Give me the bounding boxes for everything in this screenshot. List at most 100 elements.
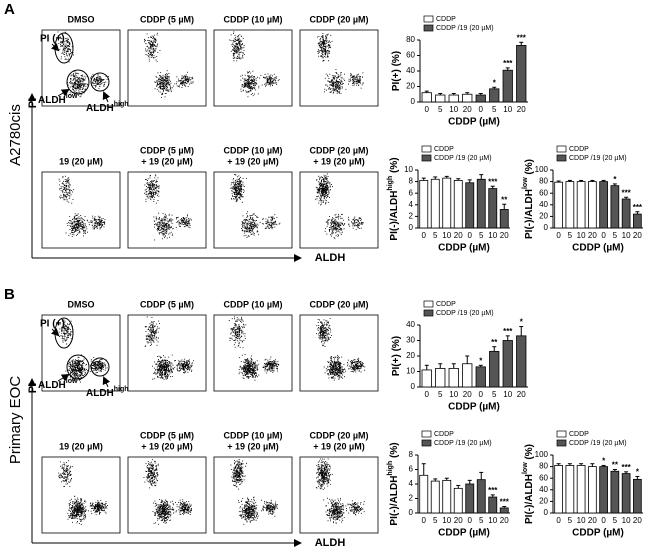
dot (268, 222, 269, 223)
dot (154, 35, 155, 36)
dot (254, 81, 255, 82)
dot (75, 368, 76, 369)
dot (71, 368, 72, 369)
dot (73, 367, 74, 368)
dot (246, 227, 247, 228)
dot (268, 227, 269, 228)
dot (333, 86, 334, 87)
dot (238, 189, 239, 190)
dot (327, 174, 328, 175)
dot (335, 223, 336, 224)
dot (324, 40, 325, 41)
dot (101, 367, 102, 368)
dot (81, 75, 82, 76)
dot (67, 225, 68, 226)
dot (70, 49, 71, 50)
dot (236, 198, 237, 199)
dot (73, 80, 74, 81)
dot (273, 224, 274, 225)
dot (94, 83, 95, 84)
dot (244, 186, 245, 187)
dot (85, 216, 86, 217)
dot (166, 78, 167, 79)
dot (65, 195, 66, 196)
dot (107, 79, 108, 80)
dot (73, 87, 74, 88)
dot (164, 231, 165, 232)
dot (86, 228, 87, 229)
dot (361, 219, 362, 220)
dot (232, 195, 233, 196)
dot (148, 198, 149, 199)
dot (361, 223, 362, 224)
dot (78, 366, 79, 367)
dot (62, 335, 63, 336)
dot (156, 76, 157, 77)
dot (247, 216, 248, 217)
dot (257, 227, 258, 228)
dot (81, 370, 82, 371)
dot (180, 219, 181, 220)
dot (245, 226, 246, 227)
dot (147, 50, 148, 51)
dot (69, 187, 70, 188)
dot (98, 219, 99, 220)
dot (148, 185, 149, 186)
dot (323, 39, 324, 40)
dot (96, 77, 97, 78)
dot (77, 227, 78, 228)
dot (84, 374, 85, 375)
dot (321, 179, 322, 180)
dot (256, 217, 257, 218)
dot (273, 223, 274, 224)
dot (159, 234, 160, 235)
dot (240, 58, 241, 59)
dot (151, 197, 152, 198)
dot (158, 372, 159, 373)
dot (274, 80, 275, 81)
dot (328, 176, 329, 177)
dot (179, 225, 180, 226)
dot (77, 218, 78, 219)
dot (67, 199, 68, 200)
dot (98, 369, 99, 370)
dot (267, 80, 268, 81)
gate-label: PI (+) (40, 319, 65, 330)
dot (65, 199, 66, 200)
dot (79, 368, 80, 369)
dot (246, 82, 247, 83)
dot (328, 42, 329, 43)
dot (320, 47, 321, 48)
dot (59, 332, 60, 333)
dot (73, 364, 74, 365)
dot (97, 77, 98, 78)
dot (243, 38, 244, 39)
dot (319, 184, 320, 185)
dot (79, 369, 80, 370)
dot (156, 219, 157, 220)
dot (318, 53, 319, 54)
dot (332, 80, 333, 81)
dot (164, 234, 165, 235)
dot (271, 78, 272, 79)
dot (157, 80, 158, 81)
dot (69, 216, 70, 217)
dot (185, 82, 186, 83)
axis-label: ALDH (315, 537, 346, 549)
dot (271, 224, 272, 225)
dot (236, 51, 237, 52)
dot (161, 222, 162, 223)
dot (147, 197, 148, 198)
dot (78, 365, 79, 366)
dot (339, 89, 340, 90)
dot (237, 199, 238, 200)
dot (151, 182, 152, 183)
dot (341, 93, 342, 94)
dot (234, 50, 235, 51)
dot (76, 90, 77, 91)
dot (244, 47, 245, 48)
dot (152, 196, 153, 197)
dot (233, 40, 234, 41)
dot (240, 41, 241, 42)
dot (239, 38, 240, 39)
